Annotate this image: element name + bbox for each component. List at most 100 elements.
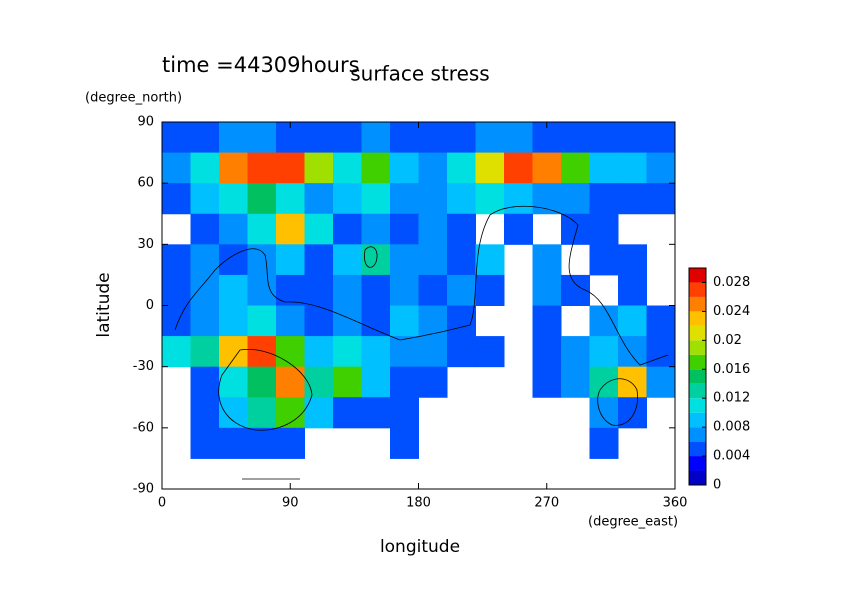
colorbar-band (689, 282, 706, 297)
x-axis-label: longitude (380, 537, 460, 557)
y-tick-label: -90 (133, 482, 154, 497)
cell (333, 366, 362, 398)
cell (646, 366, 676, 398)
coastline (364, 246, 378, 268)
cell (646, 152, 676, 184)
y-unit: (degree_north) (85, 91, 182, 106)
cell (247, 397, 277, 429)
cell (532, 366, 562, 398)
colorbar-band (689, 369, 706, 384)
colorbar-band (689, 340, 706, 355)
cell (447, 213, 476, 245)
cell (589, 244, 619, 276)
cell (276, 427, 305, 459)
cell (247, 336, 277, 368)
colorbar-tick-label: 0.004 (713, 449, 750, 464)
cell (561, 152, 590, 184)
colorbar-band (689, 354, 706, 370)
cell (390, 244, 419, 276)
cell (475, 274, 505, 306)
x-tick-label: 180 (406, 496, 431, 511)
cell (247, 366, 277, 398)
cell (219, 336, 248, 368)
field (162, 122, 676, 459)
cell (361, 366, 391, 398)
cell (219, 397, 248, 429)
colorbar-band (689, 398, 706, 413)
cell (333, 305, 362, 337)
cell (247, 183, 277, 215)
cell (618, 183, 647, 215)
cell (361, 397, 391, 429)
cell (504, 122, 533, 154)
cell (532, 183, 562, 215)
colorbar-band (689, 383, 706, 399)
cell (276, 336, 305, 368)
y-tick-label: -60 (133, 420, 154, 435)
cell (333, 152, 362, 184)
cell (361, 336, 391, 368)
cell (390, 274, 419, 306)
cell (504, 183, 533, 215)
cell (475, 122, 505, 154)
cell (561, 336, 590, 368)
cell (304, 336, 334, 368)
cell (247, 122, 277, 154)
cell (589, 397, 619, 429)
cell (618, 397, 647, 429)
cell (219, 366, 248, 398)
cell (304, 366, 334, 398)
cell (646, 305, 676, 337)
cell (190, 305, 220, 337)
y-tick-label: 30 (137, 237, 154, 252)
cell (162, 336, 191, 368)
colorbar-band (689, 296, 706, 312)
colorbar-band (689, 470, 706, 485)
cell (618, 305, 647, 337)
cell (247, 244, 277, 276)
cell (276, 305, 305, 337)
cell (504, 213, 533, 245)
cell (219, 152, 248, 184)
cell (447, 122, 476, 154)
cell (589, 183, 619, 215)
cell (304, 274, 334, 306)
cell (162, 152, 191, 184)
chart-subtitle: time =44309hours (162, 53, 360, 77)
cell (447, 183, 476, 215)
coastline (597, 378, 638, 426)
cell (532, 152, 562, 184)
cell (190, 336, 220, 368)
cell (247, 305, 277, 337)
cell (418, 274, 448, 306)
cell (162, 274, 191, 306)
cell (361, 274, 391, 306)
cell (333, 397, 362, 429)
cell (418, 244, 448, 276)
cell (219, 305, 248, 337)
cell (561, 213, 590, 245)
x-unit: (degree_east) (588, 515, 678, 530)
colorbar-band (689, 268, 706, 283)
colorbar-frame (688, 267, 707, 486)
colorbar-band (689, 441, 706, 457)
cell (447, 274, 476, 306)
coastline (218, 348, 313, 431)
colorbar-band (689, 311, 706, 326)
cell (276, 274, 305, 306)
cell (361, 152, 391, 184)
cell (589, 152, 619, 184)
colorbar-band (689, 412, 706, 428)
colorbar-tick-label: 0.02 (713, 333, 742, 348)
cell (418, 213, 448, 245)
cell (646, 183, 676, 215)
cell (561, 122, 590, 154)
x-tick-label: 0 (158, 496, 166, 511)
cell (618, 366, 647, 398)
cell (219, 244, 248, 276)
cell (219, 183, 248, 215)
cell (276, 366, 305, 398)
cell (304, 397, 334, 429)
cell (276, 213, 305, 245)
